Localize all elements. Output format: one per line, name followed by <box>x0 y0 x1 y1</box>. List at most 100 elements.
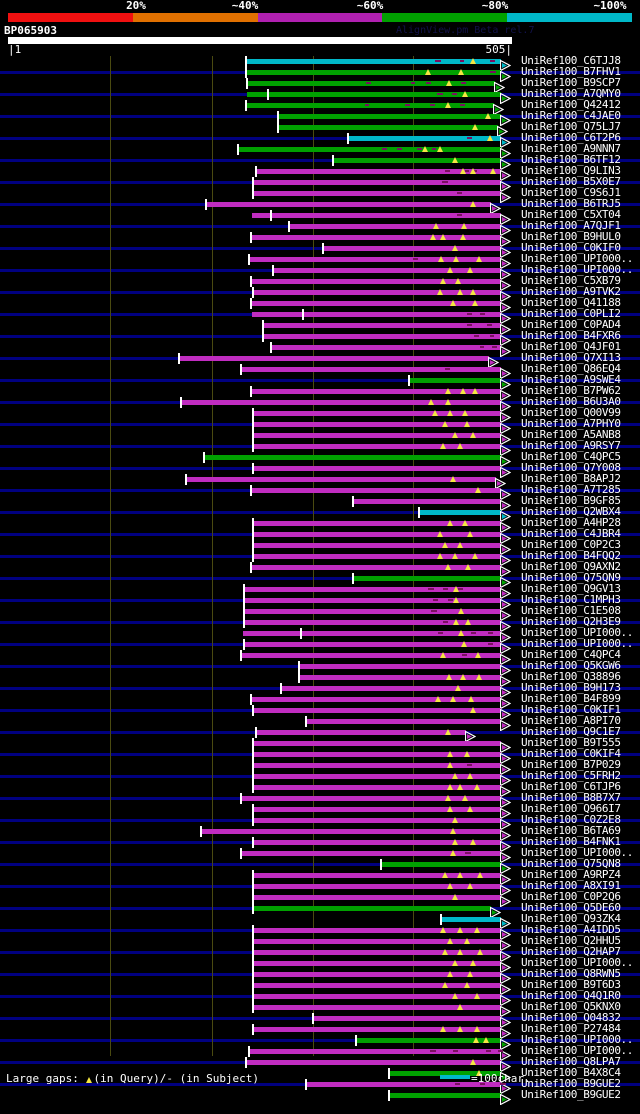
hit-bar[interactable] <box>305 719 501 724</box>
alignment-row[interactable]: UniRef100_Q5DE60 <box>0 902 640 919</box>
hit-bar[interactable] <box>252 873 501 878</box>
hit-bar[interactable] <box>180 400 501 405</box>
hit-bar[interactable] <box>298 664 501 669</box>
hit-label[interactable]: UniRef100_A9SWE4 <box>521 373 621 386</box>
alignment-row[interactable]: UniRef100_C4JBR4 <box>0 527 640 545</box>
hit-label[interactable]: UniRef100_B9GUE2 <box>521 1088 621 1101</box>
hit-label[interactable]: UniRef100_C6TJP6 <box>521 780 621 793</box>
hit-bar[interactable] <box>277 114 501 119</box>
hit-label[interactable]: UniRef100_B9HUL0 <box>521 230 621 243</box>
hit-bar[interactable] <box>252 532 501 537</box>
hit-label[interactable]: UniRef100_Q2HHU5 <box>521 934 621 947</box>
alignment-row[interactable]: UniRef100_B8B7X7 <box>0 792 640 809</box>
hit-label[interactable]: UniRef100_B6TRJ5 <box>521 197 621 210</box>
hit-bar[interactable] <box>247 92 501 97</box>
hit-bar[interactable] <box>305 1082 501 1087</box>
hit-label[interactable]: UniRef100_B9GUE2 <box>521 1077 621 1090</box>
hit-bar[interactable] <box>243 642 501 647</box>
hit-label[interactable]: UniRef100_A9NNN7 <box>521 142 621 155</box>
hit-label[interactable]: UniRef100_A5ANB8 <box>521 428 621 441</box>
hit-label[interactable]: UniRef100_A4IDD5 <box>521 923 621 936</box>
hit-label[interactable]: UniRef100_Q75QN8 <box>521 857 621 870</box>
alignment-row[interactable]: UniRef100_C6T2P6 <box>0 132 640 149</box>
hit-bar[interactable] <box>252 213 501 218</box>
alignment-row[interactable]: UniRef100_Q00V99 <box>0 407 640 424</box>
alignment-row[interactable]: UniRef100_Q7XI13 <box>0 352 640 369</box>
alignment-row[interactable]: UniRef100_Q38896 <box>0 670 640 688</box>
hit-bar[interactable] <box>252 961 501 966</box>
alignment-row[interactable]: UniRef100_C0Z2E8 <box>0 814 640 831</box>
hit-bar[interactable] <box>205 202 491 207</box>
hit-bar[interactable] <box>243 620 501 625</box>
hit-label[interactable]: UniRef100_C0P2Q6 <box>521 890 621 903</box>
hit-label[interactable]: UniRef100_C0PAD4 <box>521 318 621 331</box>
alignment-row[interactable]: UniRef100_Q41188 <box>0 297 640 314</box>
hit-bar[interactable] <box>252 972 501 977</box>
hit-bar[interactable] <box>252 994 501 999</box>
hit-bar[interactable] <box>312 1016 501 1021</box>
hit-label[interactable]: UniRef100_A9RSY7 <box>521 439 621 452</box>
hit-label[interactable]: UniRef100_Q86EQ4 <box>521 362 621 375</box>
alignment-row[interactable]: UniRef100_C9S6J1 <box>0 187 640 204</box>
hit-bar[interactable] <box>262 334 501 339</box>
hit-label[interactable]: UniRef100_Q8RWN5 <box>521 967 621 980</box>
alignment-row[interactable]: UniRef100_C0P2C3 <box>0 539 640 556</box>
hit-label[interactable]: UniRef100_Q8LPA7 <box>521 1055 621 1068</box>
alignment-row[interactable]: UniRef100_Q7Y008 <box>0 462 640 479</box>
hit-label[interactable]: UniRef100_C4JBR4 <box>521 527 621 540</box>
alignment-row[interactable]: UniRef100_UPI000.. <box>0 1033 640 1051</box>
alignment-row[interactable]: UniRef100_A9RSY7 <box>0 439 640 457</box>
alignment-row[interactable]: UniRef100_Q75LJ7 <box>0 121 640 138</box>
hit-bar[interactable] <box>252 928 501 933</box>
alignment-row[interactable]: UniRef100_Q86EQ4 <box>0 362 640 380</box>
alignment-row[interactable]: UniRef100_UPI000.. <box>0 846 640 864</box>
hit-bar[interactable] <box>252 1027 501 1032</box>
hit-label[interactable]: UniRef100_C5FRH2 <box>521 769 621 782</box>
alignment-row[interactable]: UniRef100_C0KIF4 <box>0 748 640 765</box>
hit-label[interactable]: UniRef100_B6TF12 <box>521 153 621 166</box>
hit-bar[interactable] <box>248 1049 501 1054</box>
hit-bar[interactable] <box>322 246 501 251</box>
alignment-row[interactable]: UniRef100_B4FNK1 <box>0 835 640 853</box>
alignment-row[interactable]: UniRef100_Q2HAP7 <box>0 946 640 963</box>
hit-label[interactable]: UniRef100_C4JAE0 <box>521 109 621 122</box>
hit-bar[interactable] <box>347 136 501 141</box>
hit-label[interactable]: UniRef100_UPI000.. <box>521 1033 634 1046</box>
alignment-row[interactable]: UniRef100_B6TA69 <box>0 825 640 842</box>
alignment-row[interactable]: UniRef100_A8XI91 <box>0 880 640 897</box>
alignment-row[interactable]: UniRef100_B6TRJ5 <box>0 197 640 215</box>
alignment-row[interactable]: UniRef100_Q2H3E9 <box>0 616 640 633</box>
alignment-row[interactable]: UniRef100_Q42412 <box>0 99 640 116</box>
hit-bar[interactable] <box>252 741 501 746</box>
hit-label[interactable]: UniRef100_C0PLI2 <box>521 307 621 320</box>
hit-label[interactable]: UniRef100_C5XT04 <box>521 208 621 221</box>
hit-bar[interactable] <box>252 290 501 295</box>
hit-bar[interactable] <box>243 587 501 592</box>
hit-label[interactable]: UniRef100_B6U3A0 <box>521 395 621 408</box>
hit-bar[interactable] <box>355 1038 501 1043</box>
hit-bar[interactable] <box>255 169 501 174</box>
alignment-row[interactable]: UniRef100_C1E508 <box>0 605 640 622</box>
alignment-row[interactable]: UniRef100_B4F899 <box>0 693 640 710</box>
hit-label[interactable]: UniRef100_B9SCP7 <box>521 76 621 89</box>
alignment-row[interactable]: UniRef100_B9GF85 <box>0 495 640 512</box>
hit-bar[interactable] <box>252 444 501 449</box>
hit-bar[interactable] <box>243 631 501 636</box>
alignment-row[interactable]: UniRef100_Q9AXN2 <box>0 561 640 578</box>
alignment-row[interactable]: UniRef100_Q93ZK4 <box>0 913 640 930</box>
hit-bar[interactable] <box>440 917 501 922</box>
hit-bar[interactable] <box>252 312 501 317</box>
alignment-row[interactable]: UniRef100_Q9GV13 <box>0 583 640 600</box>
hit-label[interactable]: UniRef100_Q5KGW6 <box>521 659 621 672</box>
hit-label[interactable]: UniRef100_C0KIF1 <box>521 703 621 716</box>
hit-bar[interactable] <box>250 565 501 570</box>
hit-label[interactable]: UniRef100_UPI000.. <box>521 846 634 859</box>
hit-label[interactable]: UniRef100_Q38896 <box>521 670 621 683</box>
alignment-row[interactable]: UniRef100_A7QJF1 <box>0 220 640 237</box>
hit-label[interactable]: UniRef100_B5X0E7 <box>521 175 621 188</box>
hit-label[interactable]: UniRef100_B4FNK1 <box>521 835 621 848</box>
hit-bar[interactable] <box>250 488 501 493</box>
hit-label[interactable]: UniRef100_Q9LIN3 <box>521 164 621 177</box>
hit-bar[interactable] <box>252 191 501 196</box>
hit-bar[interactable] <box>252 939 501 944</box>
